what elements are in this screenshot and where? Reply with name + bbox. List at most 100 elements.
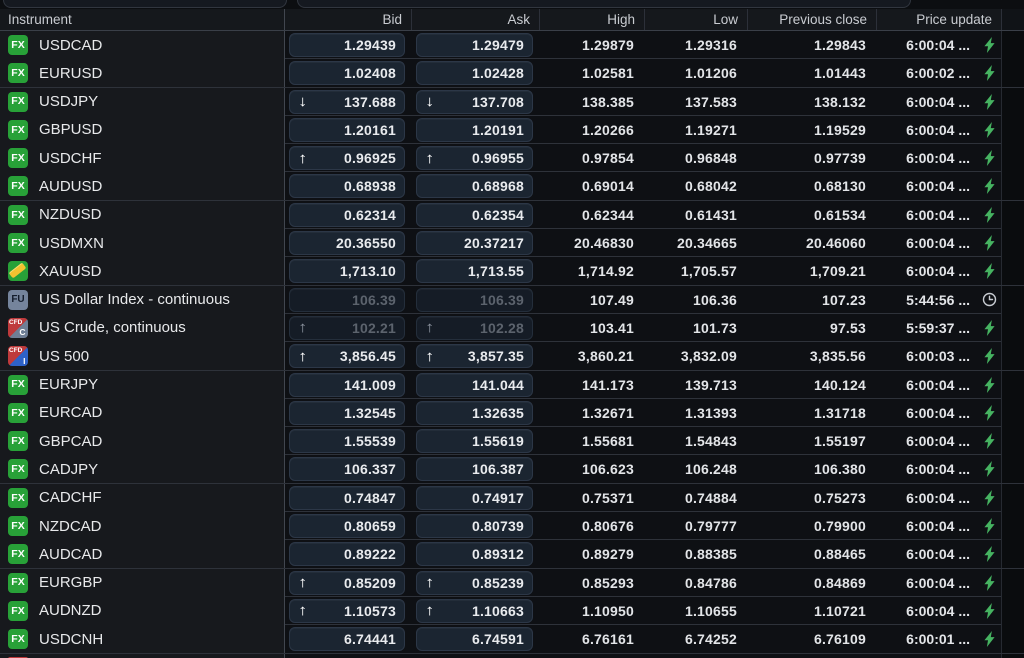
instrument-cell[interactable]: FX EURGBP <box>0 568 285 597</box>
table-row[interactable]: FX AUDUSD 0.68938 0.68968 0.69014 0.6804… <box>0 172 1024 201</box>
high-value: 3,860.21 <box>577 348 634 365</box>
col-header-high[interactable]: High <box>540 9 645 30</box>
table-row[interactable]: FX NZDUSD 0.62314 0.62354 0.62344 0.6143… <box>0 200 1024 230</box>
ask-price-button[interactable]: 106.387 <box>416 457 533 482</box>
ask-price-button[interactable]: 6.74591 <box>416 627 533 652</box>
table-row[interactable]: CFD I US 500 ↑ 3,856.45 ↑ 3,857.35 3,860… <box>0 342 1024 371</box>
ask-price-button[interactable]: 0.74917 <box>416 485 533 510</box>
table-row[interactable]: FX NZDCAD 0.80659 0.80739 0.80676 0.7977… <box>0 512 1024 541</box>
instrument-cell[interactable]: FX USDMXN <box>0 229 285 258</box>
instrument-cell[interactable]: FX EURJPY <box>0 370 285 399</box>
ask-price-button[interactable]: 1.32635 <box>416 400 533 425</box>
ask-price-button[interactable]: ↑ 0.96955 <box>416 146 533 171</box>
instrument-cell[interactable]: FX CADCHF <box>0 483 285 512</box>
bid-price-button[interactable]: 0.68938 <box>289 174 405 199</box>
instrument-cell[interactable]: FX USDJPY <box>0 87 285 116</box>
ask-price-button[interactable]: 141.044 <box>416 372 533 397</box>
bid-price-button[interactable]: ↑ 102.21 <box>289 315 405 340</box>
ask-price-button[interactable]: 0.68968 <box>416 174 533 199</box>
bid-price-button[interactable]: 0.74847 <box>289 485 405 510</box>
table-row[interactable]: FX AUDNZD ↑ 1.10573 ↑ 1.10663 1.10950 1.… <box>0 596 1024 626</box>
ask-price-button[interactable]: ↑ 0.85239 <box>416 570 533 595</box>
instrument-cell[interactable]: XAUUSD <box>0 257 285 286</box>
table-row[interactable]: FX EURJPY 141.009 141.044 141.173 139.71… <box>0 370 1024 399</box>
instrument-cell[interactable]: FU US Dollar Index - continuous <box>0 285 285 314</box>
ask-price-button[interactable]: 1,713.55 <box>416 259 533 284</box>
bid-price-button[interactable]: ↑ 1.10573 <box>289 598 405 623</box>
instrument-cell[interactable]: FX EURUSD <box>0 59 285 88</box>
ask-price-button[interactable]: 20.37217 <box>416 231 533 256</box>
instrument-cell[interactable]: FX AUDUSD <box>0 172 285 201</box>
bid-price-button[interactable]: 0.89222 <box>289 542 405 567</box>
bid-price-button[interactable]: 20.36550 <box>289 231 405 256</box>
ask-price-button[interactable]: 1.55619 <box>416 429 533 454</box>
bid-price-button[interactable]: ↑ 0.96925 <box>289 146 405 171</box>
instrument-cell[interactable]: FX USDCNH <box>0 625 285 654</box>
bid-price-button[interactable]: 1,713.10 <box>289 259 405 284</box>
bid-price-button[interactable]: 1.55539 <box>289 429 405 454</box>
table-row[interactable]: FX USDJPY ↓ 137.688 ↓ 137.708 138.385 13… <box>0 87 1024 116</box>
ask-price-button[interactable]: 1.20191 <box>416 117 533 142</box>
table-row[interactable]: FX AUDCAD 0.89222 0.89312 0.89279 0.8838… <box>0 540 1024 569</box>
ask-price-button[interactable]: 0.62354 <box>416 202 533 227</box>
col-header-ask[interactable]: Ask <box>412 9 540 30</box>
bid-price-button[interactable]: 141.009 <box>289 372 405 397</box>
instrument-cell[interactable]: FX GBPCAD <box>0 427 285 456</box>
ask-price-button[interactable]: ↓ 137.708 <box>416 89 533 114</box>
instrument-cell[interactable]: CFD I US 500 <box>0 342 285 371</box>
table-row[interactable]: FX EURCAD 1.32545 1.32635 1.32671 1.3139… <box>0 398 1024 428</box>
ask-price-button[interactable]: 0.80739 <box>416 514 533 539</box>
col-header-price-update[interactable]: Price update <box>877 9 1002 30</box>
table-row[interactable]: FX USDCHF ↑ 0.96925 ↑ 0.96955 0.97854 0.… <box>0 144 1024 173</box>
toolbar-box-right[interactable] <box>297 0 911 8</box>
col-header-low[interactable]: Low <box>645 9 748 30</box>
bolt-icon <box>979 319 999 336</box>
bid-price-button[interactable]: 1.20161 <box>289 117 405 142</box>
bid-price-button[interactable]: 6.74441 <box>289 627 405 652</box>
bid-price-button[interactable]: 0.62314 <box>289 202 405 227</box>
table-row[interactable]: FX EURGBP ↑ 0.85209 ↑ 0.85239 0.85293 0.… <box>0 568 1024 597</box>
instrument-cell[interactable]: CFD C US Crude, continuous <box>0 313 285 342</box>
ask-price-button[interactable]: 1.29479 <box>416 33 533 57</box>
instrument-cell[interactable]: FX EURCAD <box>0 398 285 427</box>
instrument-cell[interactable]: FX AUDCAD <box>0 540 285 569</box>
instrument-cell[interactable]: FX USDCHF <box>0 144 285 173</box>
instrument-cell[interactable]: FX NZDCAD <box>0 512 285 541</box>
instrument-cell[interactable]: FX NZDUSD <box>0 200 285 229</box>
col-header-previous-close[interactable]: Previous close <box>748 9 877 30</box>
instrument-cell[interactable]: FX CADJPY <box>0 455 285 484</box>
table-row[interactable]: FX CADJPY 106.337 106.387 106.623 106.24… <box>0 455 1024 484</box>
bid-price-button[interactable]: 106.337 <box>289 457 405 482</box>
ask-price-button[interactable]: ↑ 1.10663 <box>416 598 533 623</box>
table-row[interactable]: XAUUSD 1,713.10 1,713.55 1,714.92 1,705.… <box>0 257 1024 286</box>
table-row[interactable]: FX CADCHF 0.74847 0.74917 0.75371 0.7488… <box>0 483 1024 513</box>
instrument-cell[interactable]: FX USDCAD <box>0 31 285 59</box>
instrument-type-badge: FX <box>8 572 28 593</box>
bid-price-button[interactable]: 1.32545 <box>289 400 405 425</box>
table-row[interactable]: FX USDCAD 1.29439 1.29479 1.29879 1.2931… <box>0 31 1024 60</box>
table-row[interactable]: FX USDCNH 6.74441 6.74591 6.76161 6.7425… <box>0 625 1024 654</box>
table-row[interactable]: FX EURUSD 1.02408 1.02428 1.02581 1.0120… <box>0 59 1024 88</box>
table-row[interactable]: CFD C US Crude, continuous ↑ 102.21 ↑ 10… <box>0 313 1024 343</box>
col-header-bid[interactable]: Bid <box>285 9 412 30</box>
table-row[interactable]: FX USDMXN 20.36550 20.37217 20.46830 20.… <box>0 229 1024 258</box>
col-header-instrument[interactable]: Instrument <box>0 9 285 30</box>
ask-price-button[interactable]: 106.39 <box>416 287 533 312</box>
toolbar-box-left[interactable] <box>3 0 287 8</box>
table-row[interactable]: FU US Dollar Index - continuous 106.39 1… <box>0 285 1024 314</box>
bid-price-button[interactable]: 106.39 <box>289 287 405 312</box>
bid-price-button[interactable]: ↑ 3,856.45 <box>289 344 405 369</box>
instrument-cell[interactable]: FX AUDNZD <box>0 596 285 625</box>
table-row[interactable]: FX GBPUSD 1.20161 1.20191 1.20266 1.1927… <box>0 115 1024 145</box>
ask-price-button[interactable]: ↑ 102.28 <box>416 315 533 340</box>
ask-price-button[interactable]: 1.02428 <box>416 61 533 86</box>
bid-price-button[interactable]: ↑ 0.85209 <box>289 570 405 595</box>
bid-price-button[interactable]: 1.02408 <box>289 61 405 86</box>
table-row[interactable]: FX GBPCAD 1.55539 1.55619 1.55681 1.5484… <box>0 427 1024 456</box>
bid-price-button[interactable]: 1.29439 <box>289 33 405 57</box>
instrument-cell[interactable]: FX GBPUSD <box>0 115 285 144</box>
ask-price-button[interactable]: 0.89312 <box>416 542 533 567</box>
bid-price-button[interactable]: 0.80659 <box>289 514 405 539</box>
ask-price-button[interactable]: ↑ 3,857.35 <box>416 344 533 369</box>
bid-price-button[interactable]: ↓ 137.688 <box>289 89 405 114</box>
